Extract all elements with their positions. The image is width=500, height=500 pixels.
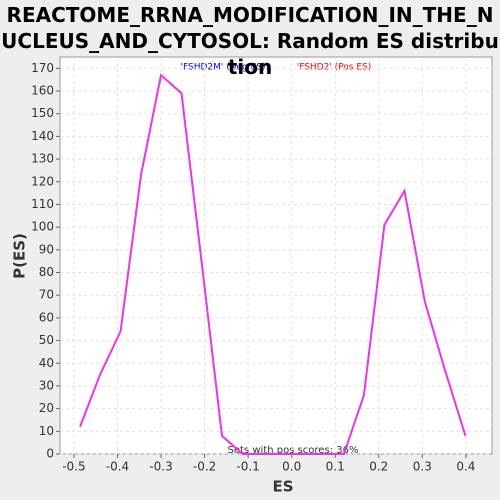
legend-entry: 'FSHD2M' (Neg ES) [181,63,266,73]
x-tick-label: -0.5 [62,460,85,474]
x-tick-label: -0.2 [193,460,216,474]
x-tick-label: 0.2 [369,460,388,474]
y-tick-label: 140 [31,129,54,143]
y-tick-label: 170 [31,61,54,75]
y-tick-label: 110 [31,197,54,211]
plot-area [59,56,493,455]
y-tick-label: 20 [39,401,54,415]
y-tick-label: 100 [31,220,54,234]
y-tick-label: 80 [39,265,54,279]
x-tick-label: 0.3 [413,460,432,474]
y-tick-label: 130 [31,152,54,166]
y-tick-label: 160 [31,84,54,98]
y-tick-label: 150 [31,106,54,120]
x-tick-label: 0.0 [282,460,301,474]
x-tick-label: -0.3 [149,460,172,474]
x-axis-label: ES [272,478,293,496]
chart-title: REACTOME_RRNA_MODIFICATION_IN_THE_NUCLEU… [1,3,499,79]
y-tick-label: 70 [39,288,54,302]
y-tick-label: 40 [39,356,54,370]
x-tick-label: 0.1 [326,460,345,474]
legend-entry: 'FSHD2' (Pos ES) [297,63,372,73]
x-tick-label: -0.1 [236,460,259,474]
y-tick-label: 60 [39,310,54,324]
y-tick-label: 50 [39,333,54,347]
y-tick-label: 10 [39,424,54,438]
y-tick-label: 90 [39,242,54,256]
y-tick-label: 0 [46,447,54,461]
annotation: Sets with pos scores: 36% [228,445,359,456]
y-tick-label: 30 [39,378,54,392]
x-tick-label: 0.4 [456,460,475,474]
y-axis-label: P(ES) [11,233,29,279]
y-tick-label: 120 [31,174,54,188]
data-line [79,73,467,455]
x-tick-label: -0.4 [106,460,129,474]
